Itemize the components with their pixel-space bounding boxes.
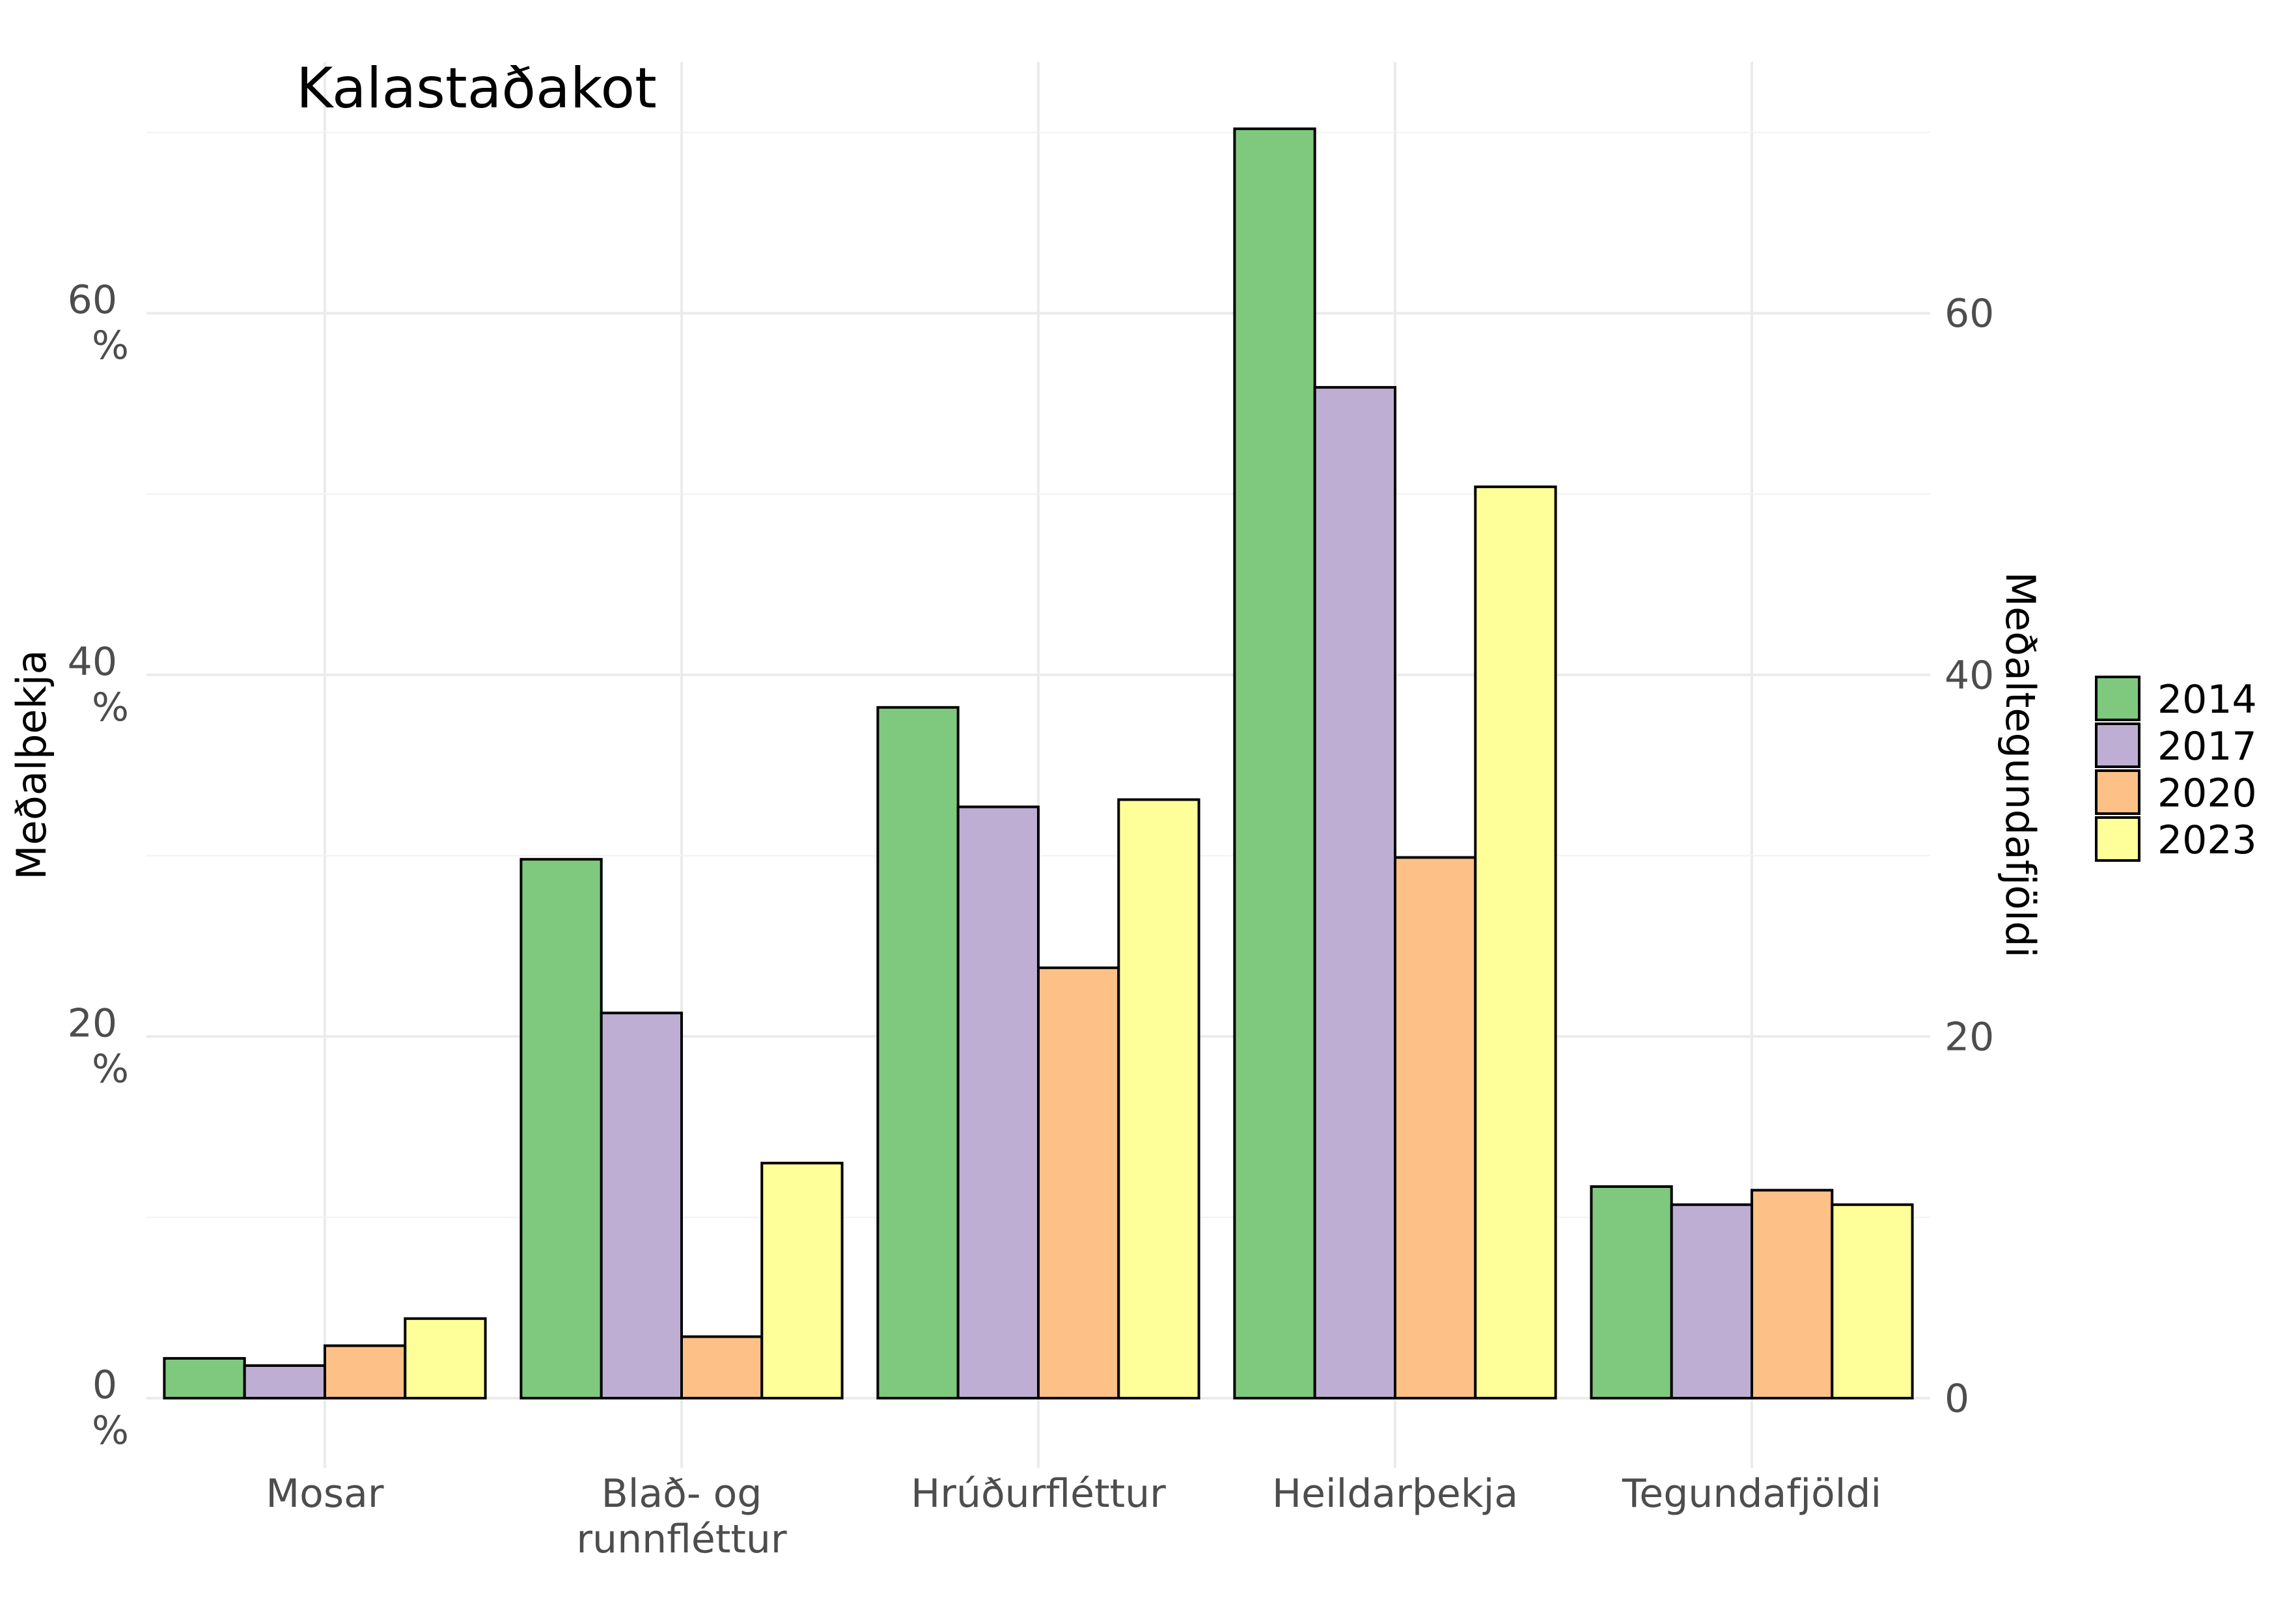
x-tick-label: Hrúðurfléttur bbox=[911, 1471, 1166, 1517]
legend-label: 2017 bbox=[2157, 724, 2257, 769]
legend-key-2020 bbox=[2095, 769, 2140, 815]
y-tick-label-left: 40% bbox=[68, 639, 129, 730]
x-tick-label: Tegundafjöldi bbox=[1622, 1471, 1881, 1517]
x-tick-label: Mosar bbox=[266, 1471, 384, 1517]
y-axis-title-left: Meðalþekja bbox=[8, 650, 55, 879]
bar-2023-1 bbox=[404, 1317, 487, 1399]
bar-2017-1 bbox=[243, 1364, 327, 1400]
legend-key-2023 bbox=[2095, 816, 2140, 862]
y-tick-label-right: 60 bbox=[1945, 291, 1994, 337]
legend-label: 2020 bbox=[2157, 771, 2257, 816]
legend-label: 2014 bbox=[2157, 677, 2257, 723]
bar-2020-2 bbox=[680, 1335, 764, 1400]
y-axis-title-right: Meðaltegundafjöldi bbox=[1997, 571, 2044, 957]
legend-key-2014 bbox=[2095, 676, 2140, 721]
bar-2020-4 bbox=[1394, 856, 1477, 1400]
y-tick-label-right: 40 bbox=[1945, 653, 1994, 698]
bar-2017-2 bbox=[600, 1012, 684, 1399]
legend-key-2017 bbox=[2095, 723, 2140, 768]
x-tick-label: Heildarþekja bbox=[1272, 1471, 1518, 1517]
bar-2020-5 bbox=[1751, 1189, 1834, 1400]
bar-2014-3 bbox=[876, 706, 960, 1399]
bar-2023-4 bbox=[1474, 485, 1557, 1400]
bar-2017-3 bbox=[956, 805, 1040, 1399]
bar-2023-3 bbox=[1117, 798, 1200, 1400]
bar-2023-2 bbox=[760, 1161, 844, 1399]
bars bbox=[163, 127, 1914, 1400]
legend-label: 2023 bbox=[2157, 818, 2257, 863]
bar-2014-1 bbox=[163, 1356, 246, 1400]
chart-title: Kalastaðakot bbox=[296, 56, 657, 121]
axes: 0 % 20 % 40 % 60 % 0 20 40 60 Mosar Blað- og runnflétt… bbox=[68, 277, 1995, 1562]
bar-2014-2 bbox=[519, 858, 603, 1399]
y-tick-label-right: 20 bbox=[1945, 1014, 1994, 1060]
bar-2020-3 bbox=[1037, 966, 1120, 1400]
y-tick-label-right: 0 bbox=[1945, 1376, 1969, 1422]
x-tick-label: Blað- og runnfléttur bbox=[576, 1471, 787, 1562]
y-tick-label-left: 20% bbox=[68, 1000, 129, 1092]
bar-2017-5 bbox=[1670, 1203, 1753, 1400]
y-tick-label-left: 0% bbox=[92, 1362, 129, 1453]
bar-2023-5 bbox=[1831, 1203, 1914, 1400]
bar-2017-4 bbox=[1313, 386, 1396, 1399]
bar-2014-4 bbox=[1233, 127, 1316, 1399]
bar-2014-5 bbox=[1590, 1185, 1673, 1399]
y-tick-label-left: 60% bbox=[68, 277, 129, 368]
bar-2020-1 bbox=[324, 1344, 407, 1399]
